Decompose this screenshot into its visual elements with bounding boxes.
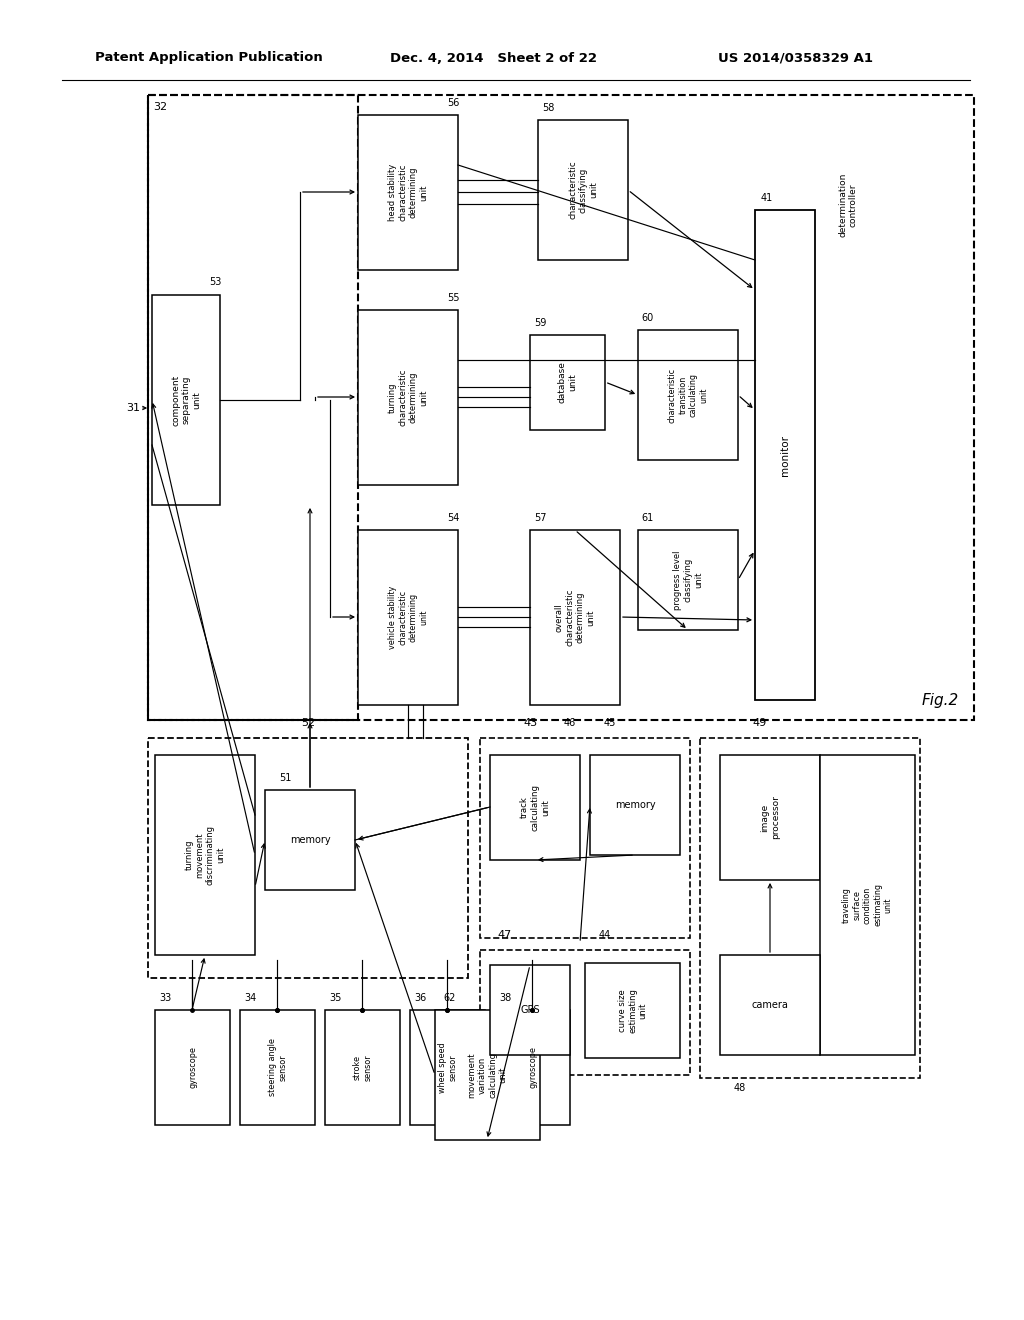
Bar [155, 1010, 230, 1125]
Bar [720, 755, 820, 880]
Bar [358, 115, 458, 271]
Text: 38: 38 [499, 993, 511, 1003]
Text: 57: 57 [534, 513, 546, 523]
Bar [148, 738, 468, 978]
Text: movement
variation
calculating
unit: movement variation calculating unit [467, 1052, 508, 1098]
Text: Dec. 4, 2014   Sheet 2 of 22: Dec. 4, 2014 Sheet 2 of 22 [390, 51, 597, 65]
Text: camera: camera [752, 1001, 788, 1010]
Text: traveling
surface
condition
estimating
unit: traveling surface condition estimating u… [842, 883, 893, 927]
Text: 62: 62 [443, 993, 456, 1003]
Text: 52: 52 [301, 718, 315, 729]
Text: 60: 60 [642, 313, 654, 323]
Text: 34: 34 [244, 993, 256, 1003]
Text: 61: 61 [642, 513, 654, 523]
Text: memory: memory [290, 836, 331, 845]
Text: 51: 51 [279, 774, 291, 783]
Bar [480, 738, 690, 939]
Text: 59: 59 [534, 318, 546, 327]
Bar [700, 738, 920, 1078]
Text: image
processor: image processor [760, 796, 779, 840]
Text: 36: 36 [414, 993, 426, 1003]
Text: progress level
classifying
unit: progress level classifying unit [673, 550, 702, 610]
Bar [585, 964, 680, 1059]
Text: determination
controller: determination controller [839, 173, 858, 238]
Bar [155, 755, 255, 954]
Text: 35: 35 [329, 993, 341, 1003]
Bar [410, 1010, 485, 1125]
Text: turning
characteristic
determining
unit: turning characteristic determining unit [388, 368, 428, 426]
Text: stroke
sensor: stroke sensor [353, 1055, 372, 1081]
Text: 32: 32 [153, 102, 167, 112]
Text: 45: 45 [604, 718, 616, 729]
Text: GPS: GPS [520, 1005, 540, 1015]
Text: 53: 53 [209, 277, 221, 286]
Text: overall
characteristic
determining
unit: overall characteristic determining unit [555, 589, 595, 647]
Text: 33: 33 [159, 993, 171, 1003]
Bar [358, 531, 458, 705]
Text: wheel speed
sensor: wheel speed sensor [438, 1043, 457, 1093]
Text: 55: 55 [446, 293, 459, 304]
Text: database
unit: database unit [558, 362, 578, 404]
Text: memory: memory [614, 800, 655, 810]
Bar [720, 954, 820, 1055]
Text: Patent Application Publication: Patent Application Publication [95, 51, 323, 65]
Text: turning
movement
discriminating
unit: turning movement discriminating unit [185, 825, 225, 884]
Text: vehicle stability
characteristic
determining
unit: vehicle stability characteristic determi… [388, 586, 428, 649]
Bar [820, 755, 915, 1055]
Text: 47: 47 [498, 931, 512, 940]
Bar [435, 1010, 540, 1140]
Bar [638, 330, 738, 459]
Text: Fig.2: Fig.2 [922, 693, 958, 708]
Text: 48: 48 [734, 1082, 746, 1093]
Text: 41: 41 [761, 193, 773, 203]
Text: characteristic
classifying
unit: characteristic classifying unit [568, 161, 598, 219]
Bar [538, 120, 628, 260]
Text: curve size
estimating
unit: curve size estimating unit [617, 989, 647, 1034]
Text: 54: 54 [446, 513, 459, 523]
Bar [755, 210, 815, 700]
Text: monitor: monitor [780, 434, 790, 475]
Text: US 2014/0358329 A1: US 2014/0358329 A1 [718, 51, 873, 65]
Text: 43: 43 [523, 718, 537, 729]
Text: 58: 58 [542, 103, 554, 114]
Text: 49: 49 [753, 718, 767, 729]
Bar [148, 95, 358, 719]
Bar [240, 1010, 315, 1125]
Text: component
separating
unit: component separating unit [171, 375, 201, 425]
Text: 31: 31 [126, 403, 140, 413]
Text: 44: 44 [599, 931, 611, 940]
Text: head stability
characteristic
determining
unit: head stability characteristic determinin… [388, 164, 428, 222]
Text: 56: 56 [446, 98, 459, 108]
Text: gyroscope: gyroscope [188, 1047, 197, 1089]
Bar [148, 95, 974, 719]
Bar [152, 294, 220, 506]
Bar [325, 1010, 400, 1125]
Text: 46: 46 [564, 718, 577, 729]
Bar [638, 531, 738, 630]
Bar [490, 965, 570, 1055]
Bar [495, 1010, 570, 1125]
Bar [590, 755, 680, 855]
Bar [530, 335, 605, 430]
Bar [530, 531, 620, 705]
Bar [358, 310, 458, 484]
Bar [265, 789, 355, 890]
Text: track
calculating
unit: track calculating unit [520, 784, 550, 832]
Text: characteristic
transition
calculating
unit: characteristic transition calculating un… [668, 367, 709, 422]
Bar [490, 755, 580, 861]
Text: steering angle
sensor: steering angle sensor [268, 1039, 287, 1097]
Bar [480, 950, 690, 1074]
Text: gyroscope: gyroscope [528, 1047, 537, 1089]
